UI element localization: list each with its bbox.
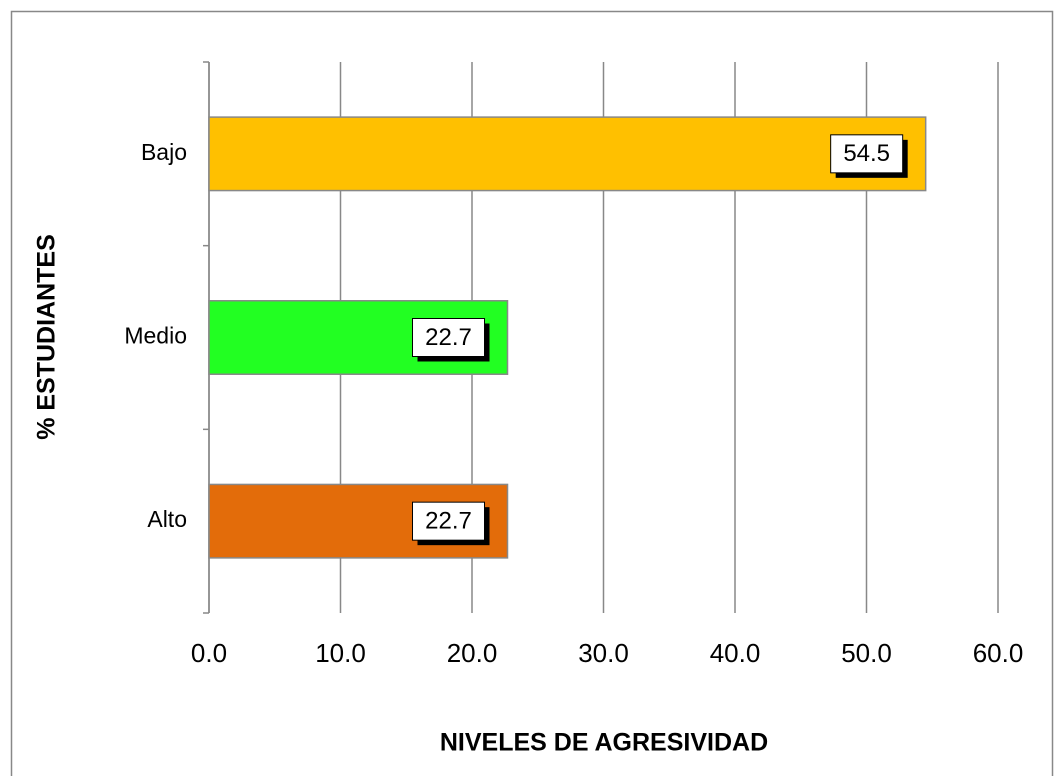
data-label-box <box>830 134 904 174</box>
x-tick-label: 50.0 <box>841 638 892 668</box>
data-label: 22.7 <box>425 324 472 351</box>
x-tick-label: 40.0 <box>710 638 761 668</box>
y-tick-label: Medio <box>124 323 187 349</box>
data-label: 22.7 <box>425 508 472 535</box>
x-axis-title: NIVELES DE AGRESIVIDAD <box>440 729 768 757</box>
y-tick-label: Alto <box>147 506 187 532</box>
x-tick-label: 20.0 <box>447 638 498 668</box>
x-tick-label: 60.0 <box>973 638 1024 668</box>
x-tick-label: 30.0 <box>578 638 629 668</box>
bar <box>208 116 927 192</box>
data-label: 54.5 <box>843 140 890 167</box>
y-tick-label: Bajo <box>141 139 187 165</box>
x-tick-label: 0.0 <box>191 638 227 668</box>
y-axis-title: % ESTUDIANTES <box>33 234 61 440</box>
data-label-box <box>412 318 486 357</box>
data-label-box <box>412 501 486 541</box>
x-tick-label: 10.0 <box>315 638 366 668</box>
